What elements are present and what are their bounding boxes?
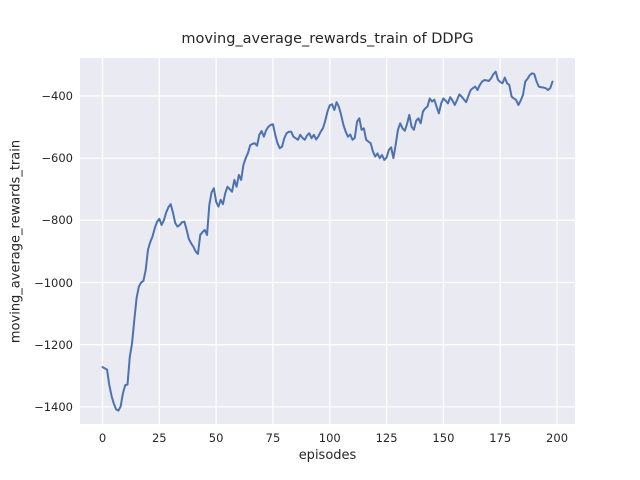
x-tick-label: 175 (489, 431, 512, 445)
x-tick-label: 150 (432, 431, 455, 445)
x-tick-label: 50 (208, 431, 224, 445)
x-tick-label: 200 (546, 431, 569, 445)
x-tick-label: 0 (98, 431, 107, 445)
x-tick-label: 25 (151, 431, 167, 445)
y-tick-label: −400 (41, 88, 73, 103)
y-tick-label: −1000 (34, 275, 73, 290)
series-line (101, 70, 554, 412)
x-tick-label: 75 (265, 431, 281, 445)
x-tick-label: 100 (318, 431, 341, 445)
x-axis-label: episodes (298, 448, 357, 463)
y-tick-label: −1400 (34, 399, 73, 414)
chart-title: moving_average_rewards_train of DDPG (181, 31, 474, 47)
y-axis-label: moving_average_rewards_train (8, 139, 24, 344)
y-tick-label: −600 (41, 151, 73, 166)
plot-svg (80, 58, 575, 424)
y-tick-label: −800 (41, 213, 73, 228)
y-tick-label: −1200 (34, 337, 73, 352)
plot-area (80, 58, 575, 424)
x-tick-label: 125 (375, 431, 398, 445)
